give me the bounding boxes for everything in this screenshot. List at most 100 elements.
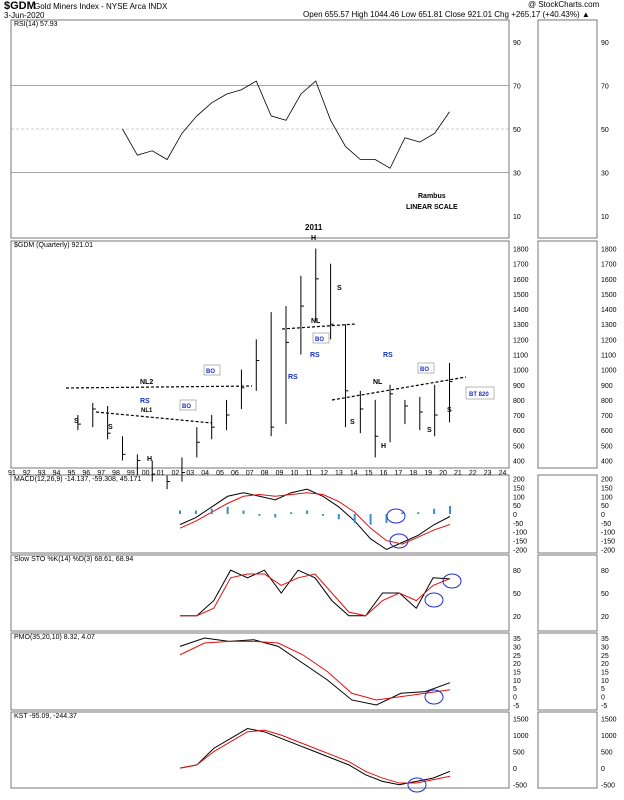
y-tick-label: 1100 bbox=[601, 353, 616, 360]
highlight-circle bbox=[407, 777, 427, 793]
side-panel-frame bbox=[537, 554, 598, 632]
neckline-nl2 bbox=[65, 385, 253, 389]
y-tick-label: 700 bbox=[513, 413, 525, 420]
x-tick-label: 98 bbox=[112, 470, 120, 477]
side-panel-frame bbox=[537, 711, 598, 789]
macd-histogram-bar bbox=[226, 506, 229, 514]
macd-histogram-bar bbox=[401, 512, 404, 514]
annotation-h: H bbox=[147, 456, 152, 463]
x-tick-label: 00 bbox=[142, 470, 150, 477]
x-tick-label: 05 bbox=[216, 470, 224, 477]
annotation-bo: BO bbox=[420, 367, 429, 373]
y-tick-label: 90 bbox=[601, 40, 609, 47]
y-tick-label: 1000 bbox=[513, 368, 529, 375]
macd-histogram-bar bbox=[369, 514, 372, 525]
x-tick-label: 03 bbox=[186, 470, 194, 477]
y-tick-label: 1800 bbox=[601, 247, 617, 254]
y-tick-label: 80 bbox=[513, 568, 521, 575]
x-tick-label: 07 bbox=[246, 470, 254, 477]
x-tick-label: 92 bbox=[23, 470, 31, 477]
x-tick-label: 20 bbox=[439, 470, 447, 477]
y-tick-label: 1000 bbox=[601, 733, 617, 740]
main-panel-frame bbox=[10, 632, 510, 711]
macd-title: MACD(12,26,9) -14.137, -59.308, 45.171 bbox=[14, 476, 141, 483]
y-tick-label: 1500 bbox=[601, 717, 617, 724]
x-tick-label: 17 bbox=[395, 470, 403, 477]
macd-histogram-bar bbox=[242, 510, 245, 514]
annotation-h: H bbox=[381, 443, 386, 450]
side-panel-frame bbox=[537, 474, 598, 554]
y-tick-label: 35 bbox=[513, 636, 521, 643]
y-tick-label: 150 bbox=[513, 485, 525, 492]
x-tick-label: 14 bbox=[350, 470, 358, 477]
x-tick-label: 16 bbox=[380, 470, 388, 477]
y-tick-label: 200 bbox=[601, 477, 613, 484]
y-tick-label: 800 bbox=[601, 398, 613, 405]
y-tick-label: 1300 bbox=[601, 322, 617, 329]
y-tick-label: 20 bbox=[601, 661, 609, 668]
x-tick-label: 18 bbox=[409, 470, 417, 477]
y-tick-label: 100 bbox=[513, 494, 525, 501]
y-tick-label: 1300 bbox=[513, 322, 529, 329]
x-tick-label: 19 bbox=[424, 470, 432, 477]
macd-histogram-bar bbox=[321, 514, 324, 516]
x-tick-label: 12 bbox=[320, 470, 328, 477]
kst-title: KST -95.09, -244.37 bbox=[14, 713, 77, 720]
main-panel-frame bbox=[10, 474, 510, 554]
x-tick-label: 97 bbox=[97, 470, 105, 477]
y-tick-label: 50 bbox=[513, 503, 521, 510]
y-tick-label: -50 bbox=[601, 521, 611, 528]
macd-histogram-bar bbox=[274, 514, 277, 518]
y-tick-label: 600 bbox=[513, 428, 525, 435]
y-tick-label: 1700 bbox=[513, 262, 529, 269]
annotation-bo: BO bbox=[315, 337, 324, 343]
macd-histogram-bar bbox=[433, 508, 436, 514]
annotation-rs: RS bbox=[310, 352, 320, 359]
x-tick-label: 91 bbox=[8, 470, 16, 477]
annotation-2011: 2011 bbox=[305, 223, 323, 232]
pmo-line bbox=[179, 637, 451, 706]
highlight-circle bbox=[424, 689, 444, 705]
x-tick-label: 13 bbox=[335, 470, 343, 477]
y-tick-label: 900 bbox=[601, 383, 613, 390]
rsi-title: RSI(14) 57.93 bbox=[14, 21, 58, 28]
y-tick-label: 1400 bbox=[513, 307, 529, 314]
y-tick-label: 5 bbox=[601, 686, 605, 693]
y-tick-label: 1000 bbox=[513, 733, 529, 740]
y-tick-label: 15 bbox=[601, 670, 609, 677]
y-tick-label: 70 bbox=[513, 83, 521, 90]
annotation-s: S bbox=[337, 285, 342, 292]
y-tick-label: -150 bbox=[601, 539, 615, 546]
side-panel-frame bbox=[537, 240, 598, 469]
y-tick-label: 10 bbox=[513, 214, 521, 221]
y-tick-label: 80 bbox=[601, 568, 609, 575]
annotation-h: H bbox=[311, 235, 316, 242]
y-tick-label: -100 bbox=[513, 530, 527, 537]
macd-histogram-bar bbox=[449, 505, 451, 514]
y-tick-label: 500 bbox=[601, 443, 613, 450]
y-tick-label: 1100 bbox=[513, 353, 528, 360]
y-tick-label: 20 bbox=[513, 614, 521, 621]
main-panel-frame bbox=[10, 711, 510, 789]
y-tick-label: 10 bbox=[601, 678, 609, 685]
macd-histogram-bar bbox=[385, 514, 388, 523]
macd-histogram-bar bbox=[417, 512, 420, 514]
y-tick-label: 15 bbox=[513, 670, 521, 677]
sto-title: Slow STO %K(14) %D(3) 68.61, 68.94 bbox=[14, 556, 133, 563]
y-tick-label: 500 bbox=[601, 750, 613, 757]
stockcharts-credit: @ StockCharts.com bbox=[528, 0, 600, 9]
macd-histogram-bar bbox=[194, 510, 197, 514]
y-tick-label: 1500 bbox=[513, 292, 529, 299]
y-tick-label: 700 bbox=[601, 413, 613, 420]
y-tick-label: 500 bbox=[513, 443, 525, 450]
y-tick-label: 200 bbox=[513, 477, 525, 484]
y-tick-label: 1700 bbox=[601, 262, 617, 269]
macd-histogram-bar bbox=[290, 512, 293, 514]
y-tick-label: 20 bbox=[601, 614, 609, 621]
x-tick-label: 09 bbox=[276, 470, 284, 477]
y-tick-label: 30 bbox=[601, 644, 609, 651]
macd-line bbox=[179, 488, 451, 551]
y-tick-label: 600 bbox=[601, 428, 613, 435]
x-tick-label: 21 bbox=[454, 470, 462, 477]
